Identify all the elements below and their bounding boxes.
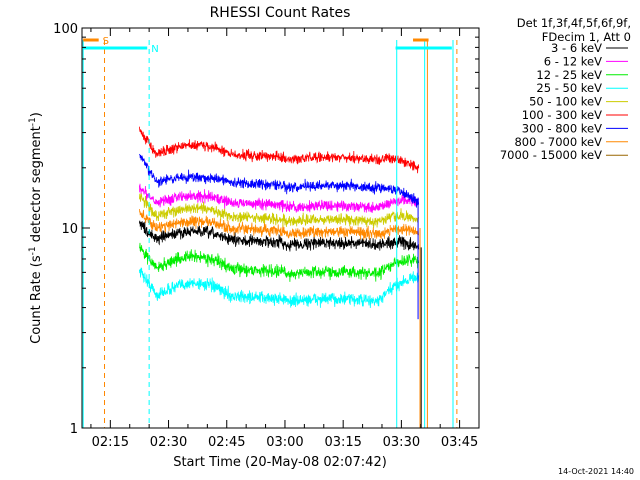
- legend-label-8: 7000 - 15000 keV: [500, 148, 602, 162]
- x-tick-label-6: 03:45: [441, 435, 478, 450]
- series-line-1: [139, 183, 420, 213]
- y-axis-label: Count Rate (s-1 detector segment-1): [28, 112, 44, 344]
- x-tick-label-4: 03:15: [324, 435, 361, 450]
- x-tick-label-0: 02:15: [92, 435, 129, 450]
- legend-label-6: 300 - 800 keV: [522, 121, 602, 135]
- x-tick-label-3: 03:00: [266, 435, 303, 450]
- series-line-3: [139, 267, 420, 309]
- x-tick-label-2: 02:45: [208, 435, 245, 450]
- legend-label-7: 800 - 7000 keV: [514, 135, 602, 149]
- data-layer: [139, 126, 422, 428]
- x-tick-label-5: 03:30: [383, 435, 420, 450]
- legend: Det 1f,3f,4f,5f,6f,9f, FDecim 1, Att 0 3…: [500, 16, 631, 162]
- y-tick-label-2: 100: [53, 22, 78, 37]
- interval-label-night: N: [151, 44, 158, 55]
- marker-layer: SN: [82, 36, 458, 428]
- y-tick-label-1: 10: [61, 222, 78, 237]
- series-line-0: [139, 220, 420, 252]
- interval-label-saa: S: [103, 36, 109, 47]
- series-line-2: [139, 242, 420, 282]
- legend-label-1: 6 - 12 keV: [544, 54, 602, 68]
- legend-label-3: 25 - 50 keV: [536, 81, 602, 95]
- y-axis: 1 10 100: [53, 22, 479, 437]
- x-axis-label: Start Time (20-May-08 02:07:42): [173, 455, 387, 470]
- series-line-4: [139, 192, 420, 229]
- legend-header-line-2: FDecim 1, Att 0: [542, 30, 631, 44]
- x-axis: 02:15 02:30 02:45 03:00 03:15 03:30 03:45: [90, 28, 480, 450]
- legend-label-4: 50 - 100 keV: [529, 95, 602, 109]
- legend-label-5: 100 - 300 keV: [522, 108, 602, 122]
- legend-header-line-1: Det 1f,3f,4f,5f,6f,9f,: [517, 16, 631, 30]
- series-line-6: [139, 153, 420, 208]
- legend-label-0: 3 - 6 keV: [551, 41, 602, 55]
- y-tick-label-0: 1: [70, 422, 78, 437]
- series-line-7: [139, 208, 420, 241]
- legend-label-2: 12 - 25 keV: [536, 68, 602, 82]
- x-tick-label-1: 02:30: [150, 435, 187, 450]
- chart-title: RHESSI Count Rates: [210, 5, 351, 21]
- timestamp: 14-Oct-2021 14:40: [558, 467, 634, 476]
- series-line-5: [139, 126, 420, 174]
